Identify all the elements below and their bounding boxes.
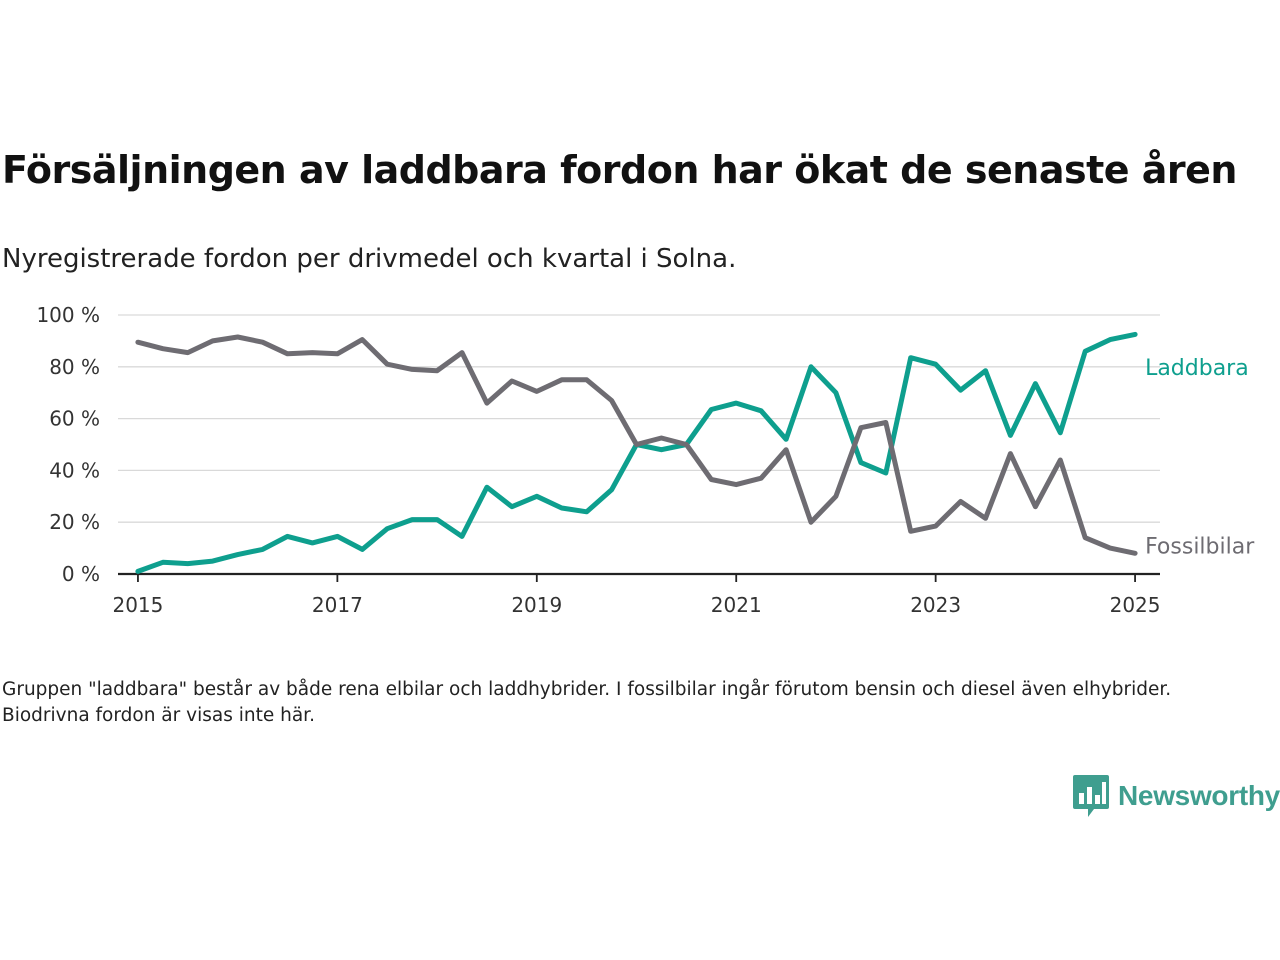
y-axis-tick-labels: 0 % 20 % 40 % 60 % 80 % 100 % [36,303,100,586]
chart-subtitle: Nyregistrerade fordon per drivmedel och … [2,244,737,274]
x-tick-label: 2025 [1110,593,1161,617]
y-tick-label: 80 % [49,355,100,379]
series-labels: Laddbara Fossilbilar [1145,356,1255,559]
chart-title: Försäljningen av laddbara fordon har öka… [2,148,1237,192]
series-lines [135,331,1138,574]
y-tick-label: 100 % [36,303,100,327]
gridlines [118,314,1160,523]
y-tick-label: 40 % [49,458,100,482]
footnote: Gruppen "laddbara" består av både rena e… [2,679,1172,726]
brand-name: Newsworthy [1118,780,1280,811]
series-line-fossilbilar [135,334,1138,556]
x-tick-label: 2023 [910,593,961,617]
y-tick-label: 0 % [62,562,100,586]
series-label-fossilbilar: Fossilbilar [1145,534,1255,559]
x-tick-label: 2021 [711,593,762,617]
series-label-laddbara: Laddbara [1145,356,1249,381]
line-chart: 0 % 20 % 40 % 60 % 80 % 100 % 2015 2017 2019 202… [36,303,1255,617]
y-tick-label: 20 % [49,510,100,534]
x-tick-label: 2017 [312,593,363,617]
x-axis: 2015 2017 2019 2021 2023 2025 [112,572,1161,617]
x-tick-label: 2019 [511,593,562,617]
series-line-laddbara [135,331,1138,574]
y-tick-label: 60 % [49,407,100,431]
x-tick-label: 2015 [112,593,163,617]
bar-chart-speech-bubble-icon [1073,775,1109,817]
brand-logo: Newsworthy [1072,772,1280,820]
